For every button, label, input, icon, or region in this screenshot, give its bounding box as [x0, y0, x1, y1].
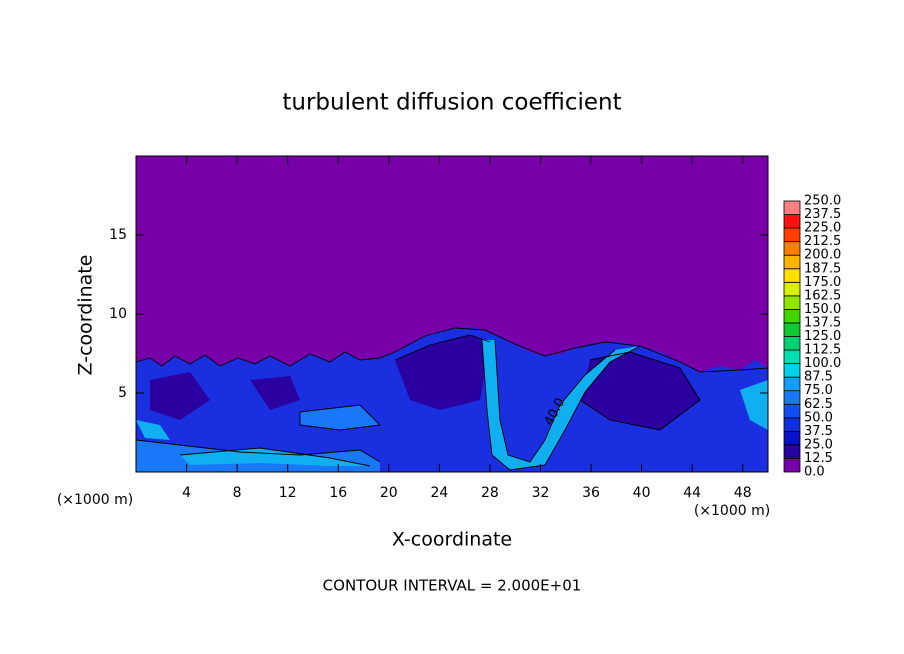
colorbar-box [783, 376, 801, 392]
colorbar-label: 137.5 [804, 315, 841, 330]
colorbar-box [783, 390, 801, 405]
colorbar-label: 162.5 [804, 288, 841, 303]
colorbar-label: 100.0 [804, 356, 841, 371]
colorbar-box [783, 295, 801, 310]
x-unit-label: (×1000 m) [694, 503, 770, 519]
colorbar-box [783, 430, 801, 446]
x-tick-label: 48 [734, 485, 752, 501]
colorbar-label: 37.5 [804, 424, 833, 439]
x-tick-label: 12 [279, 485, 297, 501]
colorbar-box [783, 254, 801, 270]
colorbar-box [783, 444, 801, 459]
x-tick-label: 36 [582, 485, 600, 501]
colorbar-label: 50.0 [804, 410, 833, 425]
contour-field [135, 156, 769, 472]
colorbar-box [783, 268, 801, 283]
y-tick-label: 5 [118, 385, 127, 401]
colorbar-box [783, 322, 801, 337]
x-unit-label: (×1000 m) [57, 492, 133, 508]
x-axis-label: X-coordinate [392, 529, 512, 551]
colorbar-label: 187.5 [804, 261, 841, 276]
colorbar-box [783, 417, 801, 432]
y-tick-label: 15 [109, 227, 127, 243]
y-axis-label: Z-coordinate [75, 255, 97, 376]
colorbar-label: 212.5 [804, 234, 841, 249]
x-tick-label: 44 [683, 485, 701, 501]
colorbar-label: 75.0 [804, 383, 833, 398]
colorbar-label: 87.5 [804, 370, 833, 385]
y-tick-label: 10 [109, 306, 127, 322]
colorbar-box [783, 227, 801, 243]
x-tick-label: 20 [380, 485, 398, 501]
colorbar-box [783, 363, 801, 378]
colorbar-label: 0.0 [804, 465, 825, 480]
colorbar-box [783, 403, 801, 419]
x-tick-label: 4 [182, 485, 191, 501]
colorbar-label: 12.5 [804, 451, 833, 466]
x-tick-label: 8 [233, 485, 242, 501]
colorbar-box [783, 241, 801, 256]
colorbar-label: 250.0 [804, 194, 841, 209]
x-tick-label: 32 [532, 485, 550, 501]
colorbar-box [783, 336, 801, 351]
colorbar-box [783, 458, 801, 473]
colorbar-label: 237.5 [804, 207, 841, 222]
colorbar-label: 125.0 [804, 329, 841, 344]
colorbar-box [783, 200, 801, 215]
x-tick-label: 28 [481, 485, 499, 501]
chart-title: turbulent diffusion coefficient [282, 90, 621, 116]
colorbar-box [783, 281, 801, 297]
colorbar-label: 225.0 [804, 221, 841, 236]
x-tick-label: 40 [633, 485, 651, 501]
colorbar-label: 200.0 [804, 248, 841, 263]
colorbar-label: 25.0 [804, 437, 833, 452]
colorbar-box [783, 349, 801, 364]
footnote: CONTOUR INTERVAL = 2.000E+01 [323, 577, 582, 595]
x-tick-label: 16 [329, 485, 347, 501]
colorbar-label: 62.5 [804, 397, 833, 412]
colorbar-box [783, 308, 801, 324]
colorbar-label: 150.0 [804, 302, 841, 317]
colorbar-label: 112.5 [804, 343, 841, 358]
colorbar-box [783, 214, 801, 229]
colorbar-label: 175.0 [804, 275, 841, 290]
x-tick-label: 24 [430, 485, 448, 501]
